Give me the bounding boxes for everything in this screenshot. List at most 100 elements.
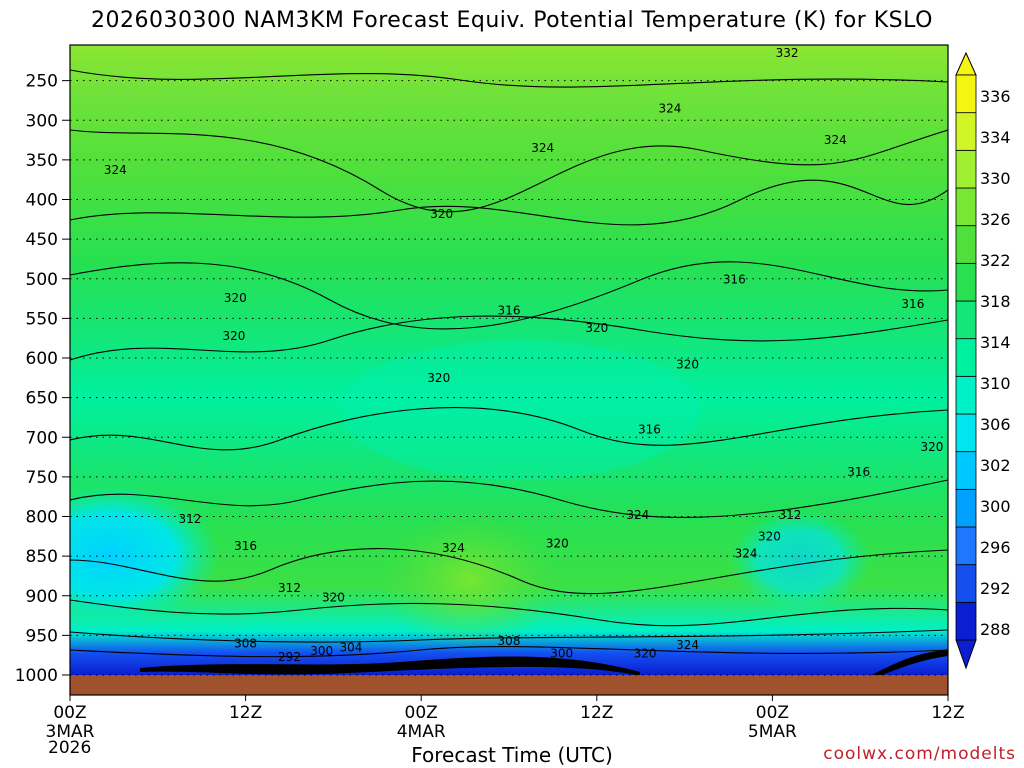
contour-label: 324 xyxy=(104,163,127,177)
y-tick-label: 550 xyxy=(26,309,58,329)
contour-label: 308 xyxy=(498,634,521,648)
colorbar-label: 288 xyxy=(980,620,1011,639)
contour-label: 320 xyxy=(585,321,608,335)
contour-label: 320 xyxy=(546,536,569,550)
colorbar-segment xyxy=(955,375,977,415)
year-label: 2026 xyxy=(48,738,92,758)
x-tick-label: 00Z xyxy=(53,703,86,723)
y-tick-label: 700 xyxy=(26,428,58,448)
colorbar-segment xyxy=(955,488,977,528)
colorbar-label: 292 xyxy=(980,579,1011,598)
x-tick-label: 00Z xyxy=(405,703,438,723)
colorbar-label: 310 xyxy=(980,374,1011,393)
colorbar-labels: 288 292 296 300 302 306 310 314 318 322 326 330 334 3… xyxy=(980,87,1011,639)
contour-label: 320 xyxy=(430,207,453,221)
contour-line xyxy=(70,479,948,518)
contour-label: 320 xyxy=(427,371,450,385)
y-tick-label: 650 xyxy=(26,389,58,409)
colorbar-label: 334 xyxy=(980,128,1011,147)
contour-label: 316 xyxy=(638,422,661,436)
colorbar-segment xyxy=(955,112,977,151)
contour-label: 320 xyxy=(222,329,245,343)
contour-label: 316 xyxy=(234,539,257,553)
colorbar-segment xyxy=(955,451,977,490)
y-tick-label: 500 xyxy=(26,270,58,290)
y-tick-label: 350 xyxy=(26,151,58,171)
contour-line xyxy=(70,69,948,88)
contour-label: 300 xyxy=(550,647,573,661)
contour-label: 316 xyxy=(901,297,924,311)
x-tick-label: 12Z xyxy=(580,703,613,723)
colorbar-segment xyxy=(955,526,977,566)
colorbar-segments xyxy=(955,51,977,670)
colorbar-segment xyxy=(955,187,977,227)
colorbar-segment xyxy=(955,225,977,264)
colorbar-label: 300 xyxy=(980,497,1011,516)
colorbar-segment xyxy=(955,262,977,302)
contour-label: 324 xyxy=(735,547,758,561)
contour-label: 320 xyxy=(676,357,699,371)
colorbar-label: 318 xyxy=(980,292,1011,311)
contour-label: 320 xyxy=(224,291,247,305)
ground-fill xyxy=(70,675,948,695)
contour-label: 300 xyxy=(310,644,333,658)
contour-label: 312 xyxy=(278,581,301,595)
contour-label: 324 xyxy=(531,141,554,155)
contour-label: 324 xyxy=(824,133,847,147)
contour-line xyxy=(70,407,948,451)
contour-label: 316 xyxy=(847,465,870,479)
credit-link[interactable]: coolwx.com/modelts xyxy=(823,744,1016,764)
contour-label: 316 xyxy=(723,273,746,287)
colorbar-max-arrow xyxy=(955,51,977,76)
colorbar-label: 322 xyxy=(980,251,1011,270)
colorbar-min-arrow xyxy=(955,639,977,670)
contour-label: 308 xyxy=(234,636,257,650)
colorbar-label: 306 xyxy=(980,415,1011,434)
contour-line xyxy=(70,315,948,361)
colorbar-label: 336 xyxy=(980,87,1011,106)
field-cyan-region-2 xyxy=(730,510,870,610)
contour-band-dense-2 xyxy=(871,650,948,675)
x-tick-label: 4MAR xyxy=(397,722,446,742)
y-tick-label: 800 xyxy=(26,508,58,528)
colorbar-segment xyxy=(955,74,977,114)
field-green-region xyxy=(380,510,560,650)
contour-lines xyxy=(70,69,948,658)
contour-label: 324 xyxy=(626,508,649,522)
field-mid-region xyxy=(340,340,700,480)
contour-label: 292 xyxy=(278,650,301,664)
y-tick-label: 1000 xyxy=(15,666,58,686)
y-tick-label: 750 xyxy=(26,468,58,488)
contour-label: 312 xyxy=(779,508,802,522)
colorbar-segment xyxy=(955,564,977,603)
colorbar-segment xyxy=(955,149,977,189)
x-axis-label: Forecast Time (UTC) xyxy=(411,743,613,767)
field-cyan-region xyxy=(70,485,220,625)
colorbar-label: 326 xyxy=(980,210,1011,229)
plot-area xyxy=(70,45,948,675)
colorbar-label: 330 xyxy=(980,169,1011,188)
contour-line xyxy=(70,645,948,658)
contour-line xyxy=(70,599,948,627)
colorbar-segment xyxy=(955,338,977,377)
colorbar-label: 302 xyxy=(980,456,1011,475)
contour-band-dense xyxy=(140,656,640,675)
contour-label: 320 xyxy=(920,440,943,454)
y-tick-label: 900 xyxy=(26,587,58,607)
contour-label: 324 xyxy=(676,638,699,652)
y-tick-label: 950 xyxy=(26,626,58,646)
y-tick-label: 300 xyxy=(26,111,58,131)
contour-label: 324 xyxy=(659,101,682,115)
colorbar-label: 314 xyxy=(980,333,1011,352)
y-tick-label: 600 xyxy=(26,349,58,369)
x-tick-label: 12Z xyxy=(229,703,262,723)
plot-frame xyxy=(69,44,949,696)
contour-label: 320 xyxy=(322,590,345,604)
x-tick-label: 3MAR xyxy=(46,722,95,742)
pressure-axis: 250 300 350 400 450 500 550 600 650 700 750 800 850 9… xyxy=(15,72,70,686)
colorbar-segment xyxy=(955,300,977,340)
x-tick-label: 12Z xyxy=(931,703,964,723)
